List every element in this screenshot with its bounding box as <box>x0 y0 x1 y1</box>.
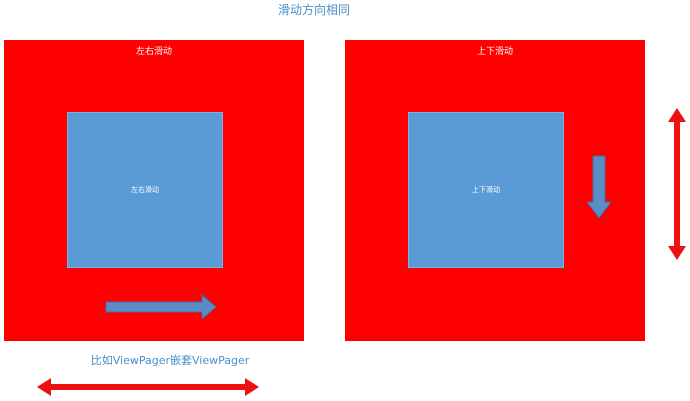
right-inner-panel: 上下滑动 <box>408 112 564 268</box>
double-arrow-vertical-icon <box>668 108 686 260</box>
double-arrow-horizontal-icon <box>37 378 259 396</box>
right-outer-panel: 上下滑动 上下滑动 <box>345 40 645 341</box>
right-inner-label: 上下滑动 <box>472 186 500 194</box>
left-inner-label: 左右滑动 <box>131 186 159 194</box>
arrow-right-icon <box>105 293 217 321</box>
right-outer-label: 上下滑动 <box>476 47 513 57</box>
diagram-title: 滑动方向相同 <box>277 3 350 17</box>
left-outer-panel: 左右滑动 左右滑动 <box>4 40 304 341</box>
arrow-down-icon <box>586 155 612 219</box>
left-inner-panel: 左右滑动 <box>67 112 223 268</box>
caption-text: 比如ViewPager嵌套ViewPager <box>90 354 250 367</box>
left-outer-label: 左右滑动 <box>135 47 172 57</box>
